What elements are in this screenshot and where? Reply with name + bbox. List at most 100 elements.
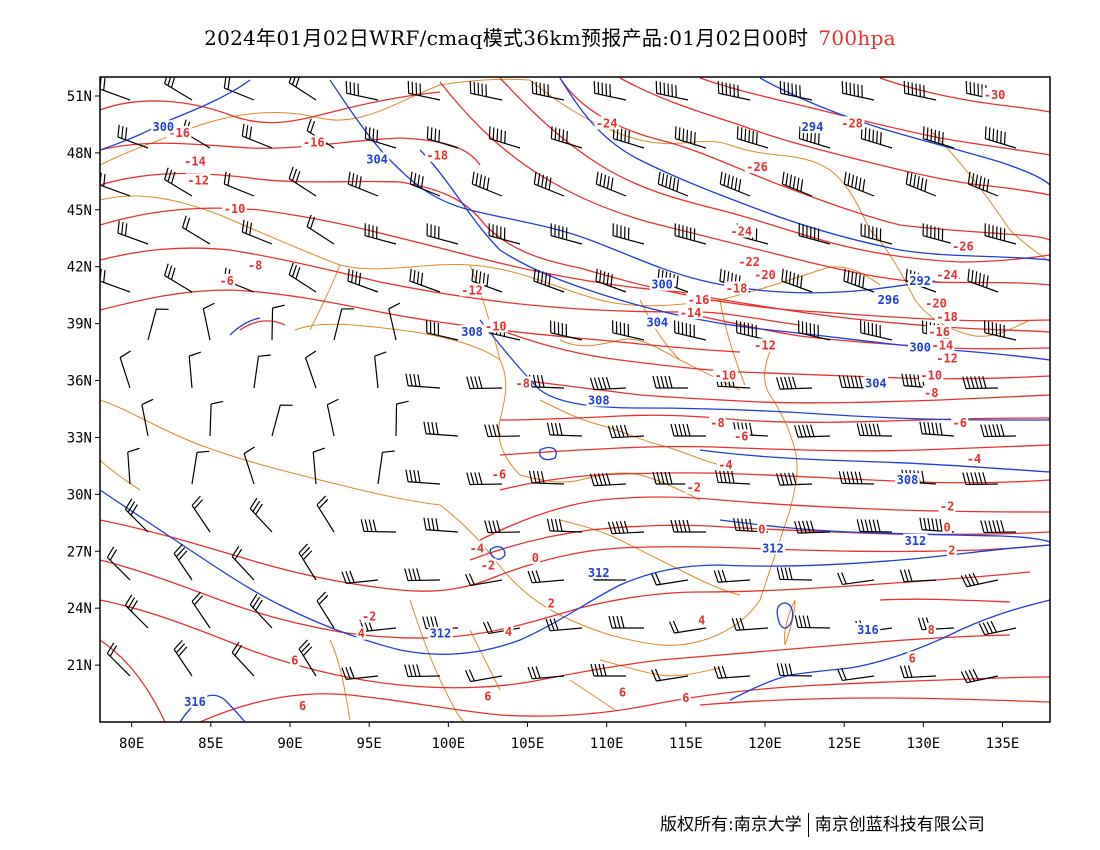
footer-divider bbox=[807, 813, 809, 837]
wind-barb bbox=[173, 639, 193, 677]
wind-barb bbox=[364, 126, 397, 149]
temperature-label-bg bbox=[222, 201, 247, 215]
temperature-label: 4 bbox=[698, 613, 705, 627]
temperature-label: -14 bbox=[184, 154, 206, 168]
wind-barb bbox=[922, 223, 955, 245]
wind-barb bbox=[713, 569, 751, 583]
lat-label: 51N bbox=[67, 89, 92, 105]
wind-barb bbox=[471, 268, 503, 293]
wind-barb bbox=[333, 308, 355, 341]
wind-barb bbox=[859, 320, 893, 341]
wind-barb bbox=[589, 376, 627, 391]
temperature-label-bg bbox=[752, 268, 778, 282]
temperature-label: 6 bbox=[291, 653, 298, 667]
wind-barb bbox=[466, 376, 503, 390]
temperature-label-bg bbox=[425, 148, 450, 162]
temperature-label: -8 bbox=[248, 259, 262, 273]
wind-barb bbox=[464, 669, 503, 683]
wind-barb bbox=[316, 495, 335, 533]
wind-barb bbox=[595, 171, 627, 197]
wind-barb bbox=[611, 320, 645, 341]
wind-barb bbox=[163, 167, 193, 197]
temperature-label-bg bbox=[617, 685, 628, 699]
height-label-bg bbox=[895, 473, 920, 487]
temperature-label: 4 bbox=[505, 625, 512, 639]
temperature-label: -12 bbox=[187, 173, 209, 187]
wind-barb bbox=[779, 80, 813, 101]
temperature-label: -30 bbox=[984, 88, 1006, 102]
wind-barb bbox=[731, 617, 769, 631]
wind-barb bbox=[191, 591, 211, 629]
wind-barb bbox=[377, 450, 395, 485]
temperature-label: -10 bbox=[485, 319, 507, 333]
temperature-label: -8 bbox=[516, 376, 530, 390]
wind-barb bbox=[531, 80, 565, 101]
temperature-label-bg bbox=[686, 292, 711, 306]
temperature-label-bg bbox=[922, 385, 940, 399]
temperature-label: -14 bbox=[680, 306, 702, 320]
wind-barb bbox=[901, 373, 937, 389]
temperature-label-bg bbox=[907, 651, 917, 665]
temperature-label: -20 bbox=[925, 297, 947, 311]
wind-barb bbox=[776, 663, 813, 677]
wind-barb bbox=[797, 320, 831, 341]
temperature-label-bg bbox=[546, 596, 556, 610]
temperature-label: -22 bbox=[738, 255, 760, 269]
temperature-label: -6 bbox=[734, 429, 748, 443]
wind-barb bbox=[794, 615, 831, 629]
temperature-label: 0 bbox=[943, 521, 950, 535]
height-label: 300 bbox=[909, 340, 931, 354]
wind-barb bbox=[202, 302, 215, 341]
wind-barb bbox=[841, 80, 875, 101]
wind-barb bbox=[312, 447, 326, 485]
wind-barb bbox=[550, 126, 583, 149]
temperature-label-bg bbox=[744, 160, 770, 174]
temperature-label: -20 bbox=[754, 268, 776, 282]
wind-barb bbox=[860, 223, 893, 245]
wind-barb bbox=[919, 421, 955, 437]
temperature-label-bg bbox=[951, 416, 969, 430]
temperature-label: -10 bbox=[920, 369, 942, 383]
temperature-label-bg bbox=[301, 135, 326, 149]
temperature-label: -12 bbox=[936, 352, 958, 366]
wind-barb bbox=[980, 424, 1017, 438]
footer-company: 南京创蓝科技有限公司 bbox=[814, 815, 985, 835]
temperature-label-bg bbox=[483, 319, 509, 333]
height-label-bg bbox=[364, 152, 390, 166]
wind-barb bbox=[905, 171, 937, 197]
temperature-label: -16 bbox=[303, 135, 325, 149]
wind-barb bbox=[608, 615, 644, 629]
temperature-label: -6 bbox=[953, 416, 967, 430]
wind-barb bbox=[471, 171, 503, 197]
wind-barb bbox=[527, 570, 565, 584]
temperature-label: -12 bbox=[754, 338, 776, 352]
lon-label: 125E bbox=[827, 736, 861, 752]
temperature-label: -18 bbox=[426, 149, 448, 163]
height-label-bg bbox=[645, 315, 670, 329]
temperature-label-bg bbox=[678, 306, 703, 320]
wind-barb bbox=[612, 223, 645, 245]
temperature-label: -10 bbox=[224, 202, 246, 216]
height-label-bg bbox=[428, 626, 453, 640]
wind-barbs bbox=[100, 77, 1017, 684]
temperature-label: -10 bbox=[715, 369, 737, 383]
temperature-label: -26 bbox=[746, 160, 768, 174]
temperature-label-bg bbox=[696, 613, 707, 627]
temperature-label-bg bbox=[713, 368, 738, 382]
temperature-label: -8 bbox=[710, 416, 724, 430]
wind-barb bbox=[223, 171, 255, 197]
temperature-label-bg bbox=[218, 273, 236, 287]
page-title: 2024年01月02日WRF/cmaq模式36km预报产品:01月02日00时 7… bbox=[0, 22, 1100, 51]
wind-barb bbox=[781, 171, 813, 197]
lat-label: 39N bbox=[67, 317, 92, 333]
wind-barb bbox=[794, 520, 831, 534]
temperature-label-bg bbox=[942, 520, 952, 534]
temperature-label: -4 bbox=[718, 458, 732, 472]
temperature-label-bg bbox=[681, 691, 691, 705]
wind-barb bbox=[464, 573, 503, 587]
wind-barb bbox=[794, 424, 831, 438]
lat-label: 33N bbox=[67, 430, 92, 446]
temperature-label: -6 bbox=[492, 467, 506, 481]
temperature-label: -12 bbox=[461, 283, 483, 297]
height-label-bg bbox=[649, 277, 675, 291]
